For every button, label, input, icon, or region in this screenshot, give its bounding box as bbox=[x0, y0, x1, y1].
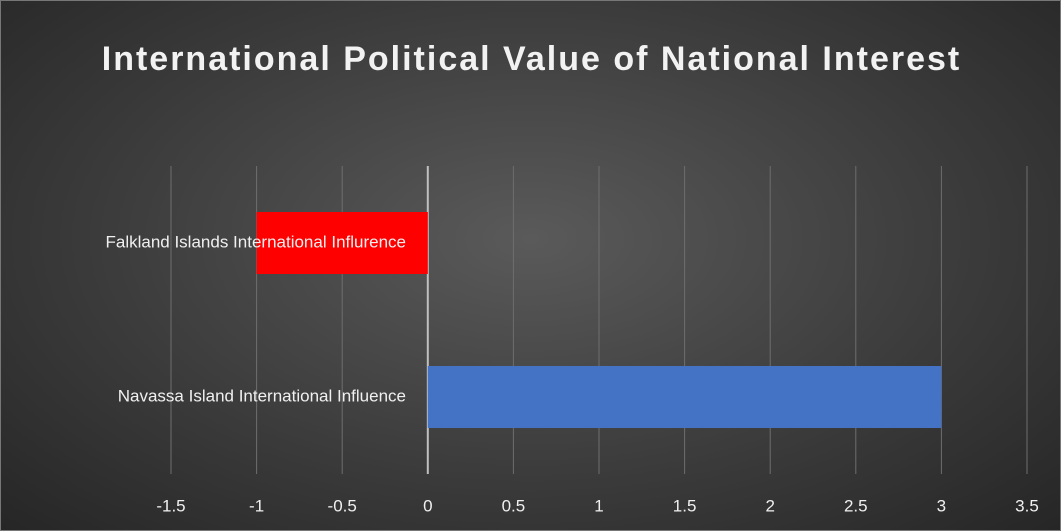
x-tick-label: 0 bbox=[423, 496, 432, 515]
y-tick-label: Falkland Islands International Influrenc… bbox=[105, 232, 406, 251]
x-tick-label: 1.5 bbox=[673, 496, 697, 515]
chart-title: International Political Value of Nationa… bbox=[101, 40, 962, 78]
x-tick-label: -1.5 bbox=[156, 496, 185, 515]
bar bbox=[256, 212, 428, 274]
x-tick-label: 3 bbox=[937, 496, 946, 515]
x-tick-label: -0.5 bbox=[328, 496, 357, 515]
x-tick-label: 2.5 bbox=[844, 496, 868, 515]
y-tick-label: Navassa Island International Influence bbox=[118, 386, 406, 405]
x-tick-label: -1 bbox=[249, 496, 264, 515]
x-tick-label: 0.5 bbox=[502, 496, 526, 515]
x-tick-label: 2 bbox=[765, 496, 774, 515]
x-tick-label: 3.5 bbox=[1015, 496, 1039, 515]
x-tick-label: 1 bbox=[594, 496, 603, 515]
bar bbox=[427, 366, 942, 428]
